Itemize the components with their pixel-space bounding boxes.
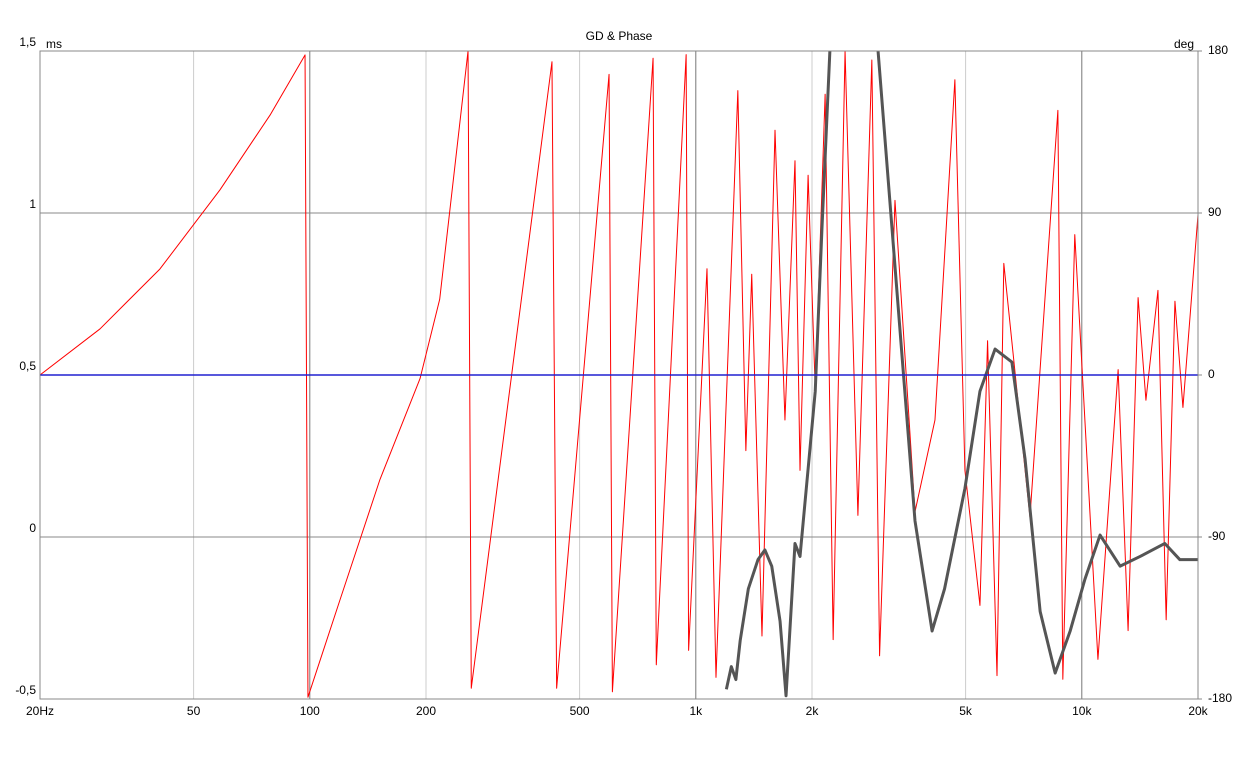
x-tick-label: 500: [570, 704, 590, 718]
y-tick-label: 0: [29, 521, 36, 535]
y2-axis-label: deg: [1174, 37, 1194, 51]
plot-border: [39, 50, 1199, 700]
y2-tick-label: 0: [1208, 367, 1215, 381]
y2-tick-label: 180: [1208, 43, 1228, 57]
x-tick-label: 50: [187, 704, 201, 718]
y2-tick-label: -180: [1208, 691, 1232, 705]
series-line: [724, 51, 1198, 698]
x-tick-label: 2k: [806, 704, 820, 718]
y-tick-label: -0,5: [15, 683, 36, 697]
y-tick-label: 1: [29, 197, 36, 211]
x-tick-label: 20Hz: [26, 704, 54, 718]
y-axis-label: ms: [46, 37, 62, 51]
y-tick-label: 0,5: [19, 359, 36, 373]
plot-area: [40, 51, 1198, 698]
x-tick-label: 20k: [1188, 704, 1208, 718]
y2-tick-label: -90: [1208, 529, 1226, 543]
x-tick-label: 1k: [689, 704, 703, 718]
y-tick-label: 1,5: [19, 35, 36, 49]
x-tick-label: 5k: [959, 704, 973, 718]
series-line: [40, 51, 1198, 698]
x-tick-label: 200: [416, 704, 436, 718]
chart-title: GD & Phase: [586, 29, 653, 43]
y2-tick-label: 90: [1208, 205, 1222, 219]
x-tick-label: 100: [300, 704, 320, 718]
x-tick-label: 10k: [1072, 704, 1092, 718]
